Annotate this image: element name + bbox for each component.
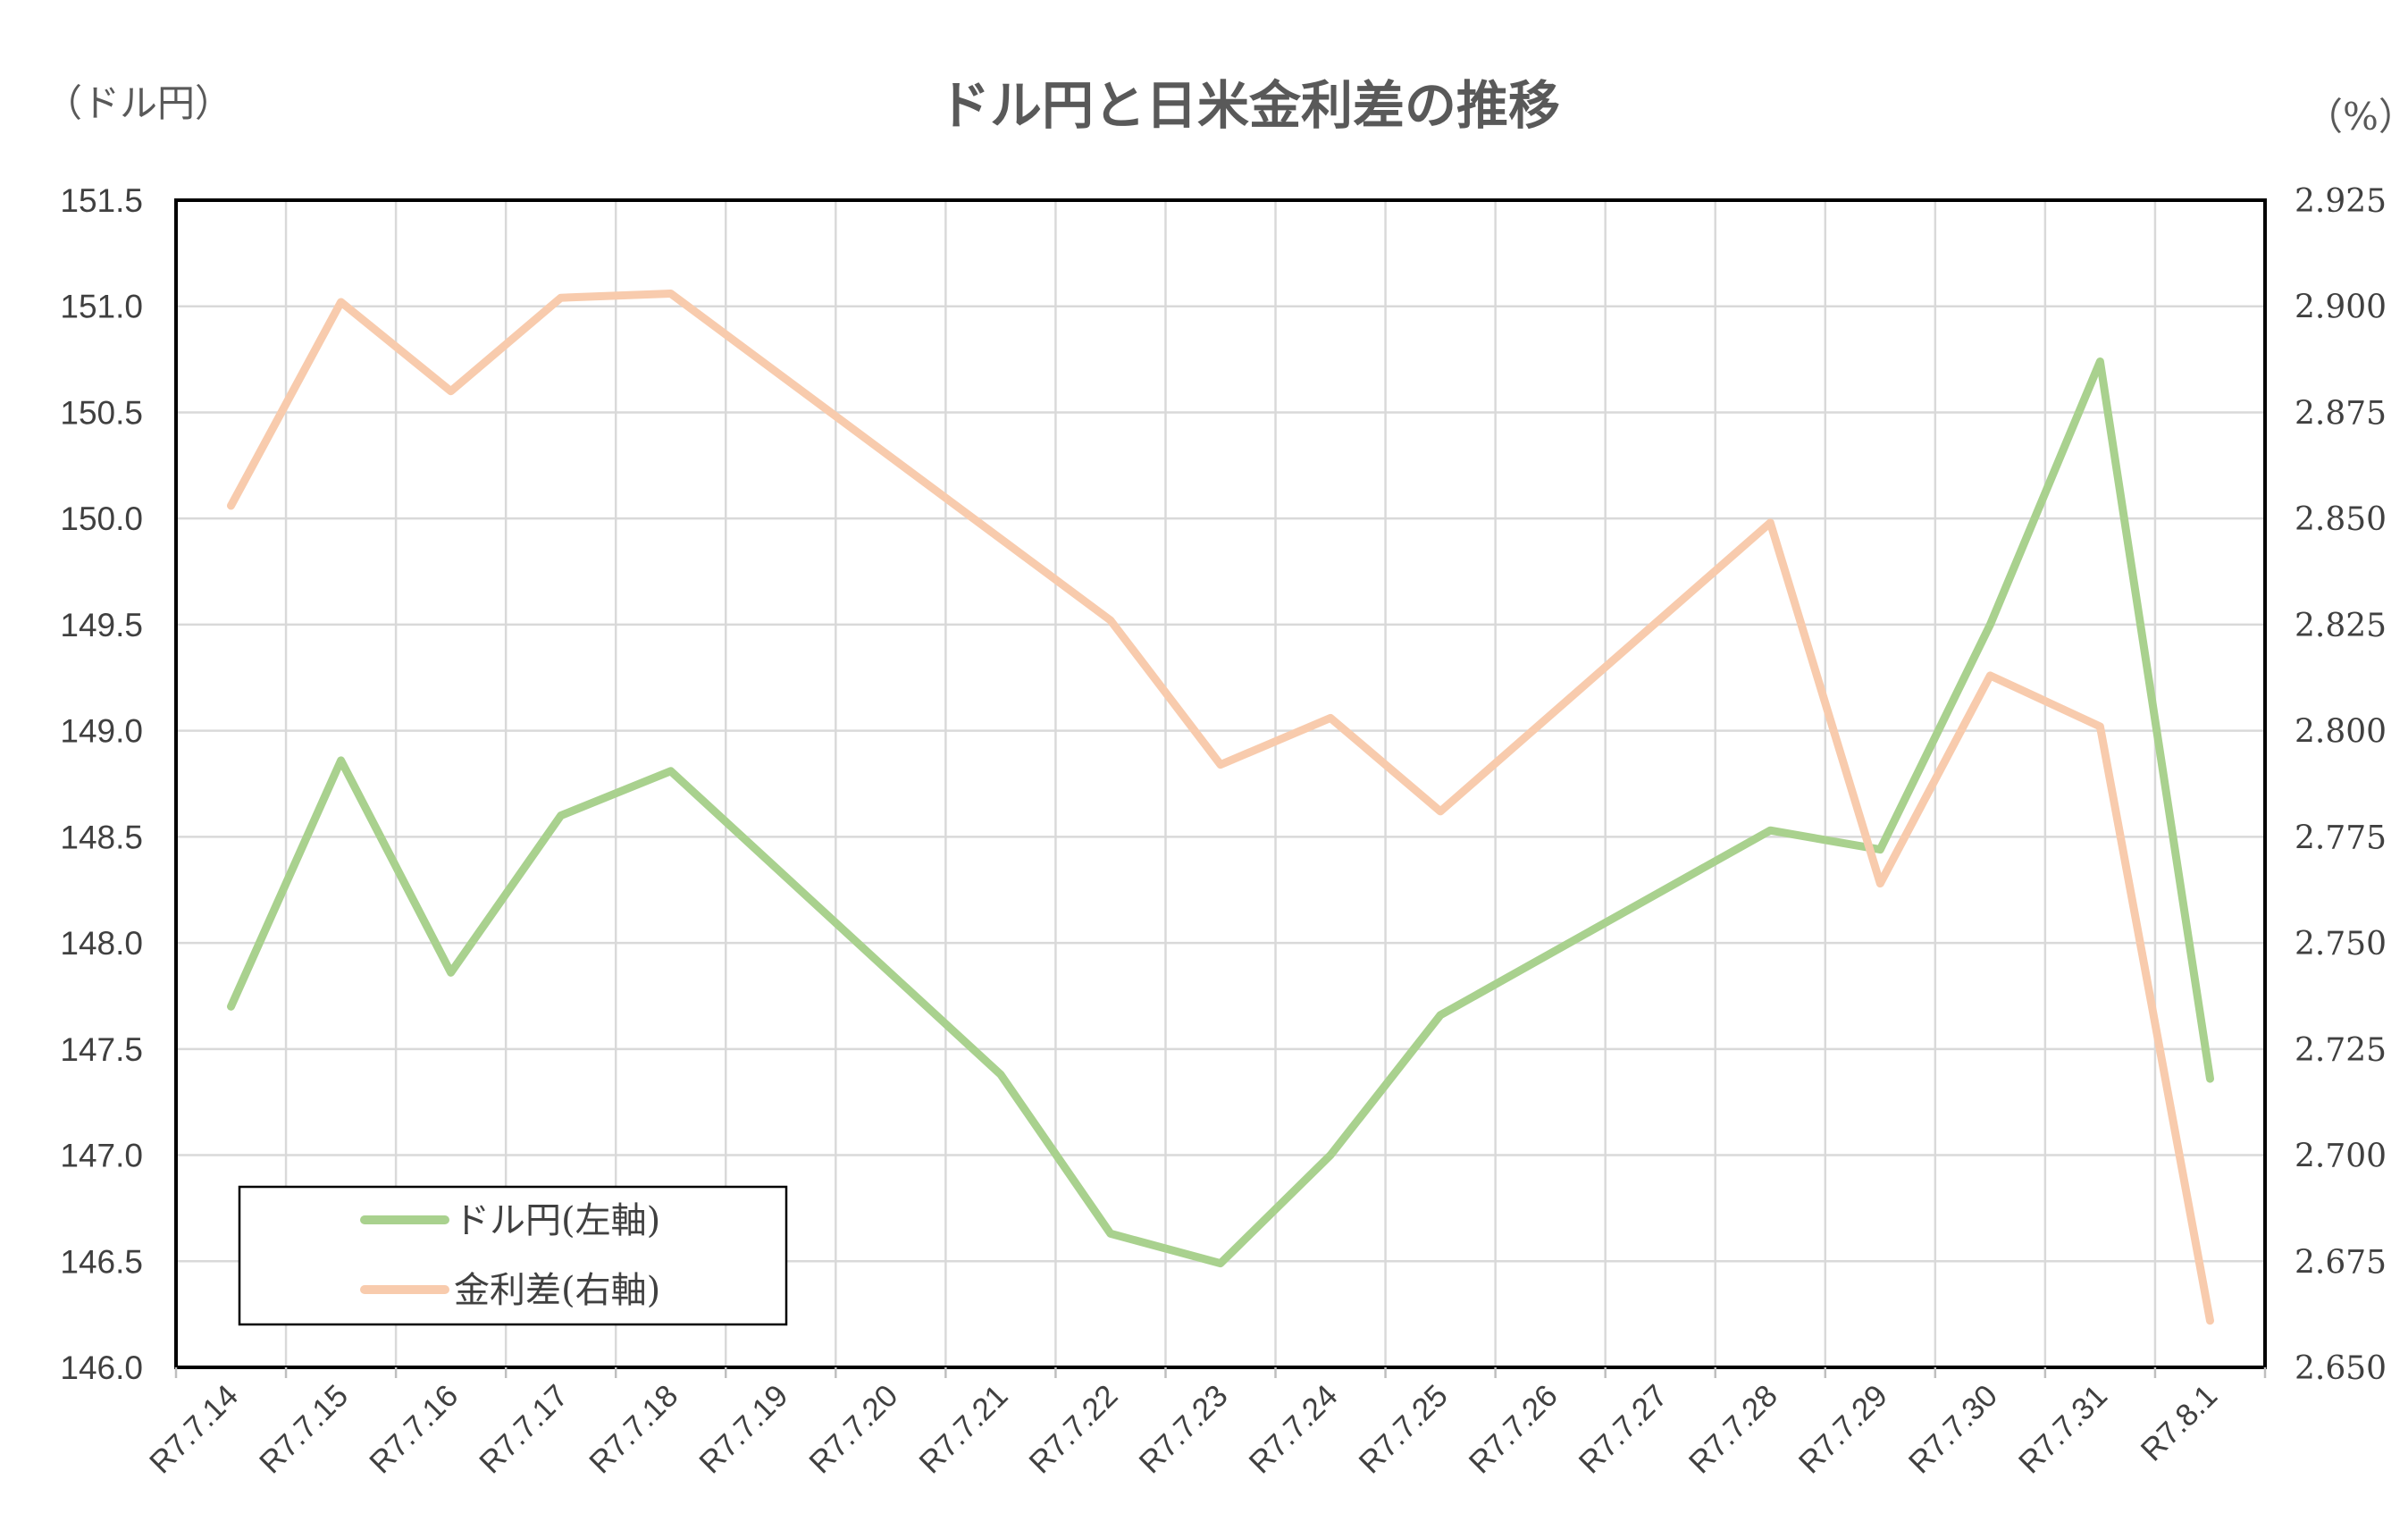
legend-box bbox=[238, 1185, 788, 1326]
legend-label-rate-spread: 金利差(右軸) bbox=[454, 1270, 660, 1311]
left-axis-unit: （ドル円） bbox=[45, 81, 232, 125]
left-axis-ticks: 151.5 151.0 150.5 150.0 149.5 149.0 148.5 148.0… bbox=[60, 182, 143, 1386]
series-layer bbox=[227, 290, 2214, 1325]
right-y-tick-label: 2.650 bbox=[2295, 1350, 2387, 1387]
series-line-usdjpy bbox=[227, 357, 2214, 1268]
chart-title: ドル円と日米金利差の推移 bbox=[938, 75, 1560, 136]
right-y-tick-label: 2.700 bbox=[2295, 1139, 2387, 1175]
left-y-tick-label: 151.5 bbox=[60, 182, 143, 219]
right-axis-ticks: 2.925 2.900 2.875 2.850 2.825 2.800 2.775 2.750… bbox=[2295, 183, 2387, 1387]
series-line-rate-spread bbox=[227, 290, 2214, 1325]
right-axis-unit: （%） bbox=[2305, 95, 2408, 139]
right-y-tick-label: 2.750 bbox=[2295, 926, 2387, 963]
right-y-tick-label: 2.850 bbox=[2295, 501, 2387, 538]
plot-area-border bbox=[174, 198, 2267, 1369]
right-y-tick-label: 2.875 bbox=[2295, 395, 2387, 432]
right-y-tick-label: 2.775 bbox=[2295, 820, 2387, 856]
left-y-tick-label: 147.5 bbox=[60, 1031, 143, 1068]
right-y-tick-label: 2.925 bbox=[2295, 183, 2387, 220]
right-y-tick-label: 2.675 bbox=[2295, 1244, 2387, 1281]
left-y-tick-label: 151.0 bbox=[60, 289, 143, 325]
left-y-tick-label: 146.5 bbox=[60, 1243, 143, 1280]
legend-label-usdjpy: ドル円(左軸) bbox=[454, 1200, 660, 1241]
left-y-tick-label: 148.0 bbox=[60, 925, 143, 962]
left-y-tick-label: 147.0 bbox=[60, 1138, 143, 1174]
left-y-tick-label: 150.5 bbox=[60, 394, 143, 431]
right-y-tick-label: 2.725 bbox=[2295, 1032, 2387, 1069]
left-y-tick-label: 149.0 bbox=[60, 713, 143, 750]
right-y-tick-label: 2.900 bbox=[2295, 290, 2387, 326]
left-y-tick-label: 149.5 bbox=[60, 607, 143, 643]
right-y-tick-label: 2.825 bbox=[2295, 608, 2387, 644]
left-y-tick-label: 148.5 bbox=[60, 819, 143, 855]
legend: ドル円(左軸) 金利差(右軸) bbox=[238, 1185, 788, 1326]
left-y-tick-label: 150.0 bbox=[60, 500, 143, 537]
left-y-tick-label: 146.0 bbox=[60, 1349, 143, 1386]
right-y-tick-label: 2.800 bbox=[2295, 714, 2387, 751]
